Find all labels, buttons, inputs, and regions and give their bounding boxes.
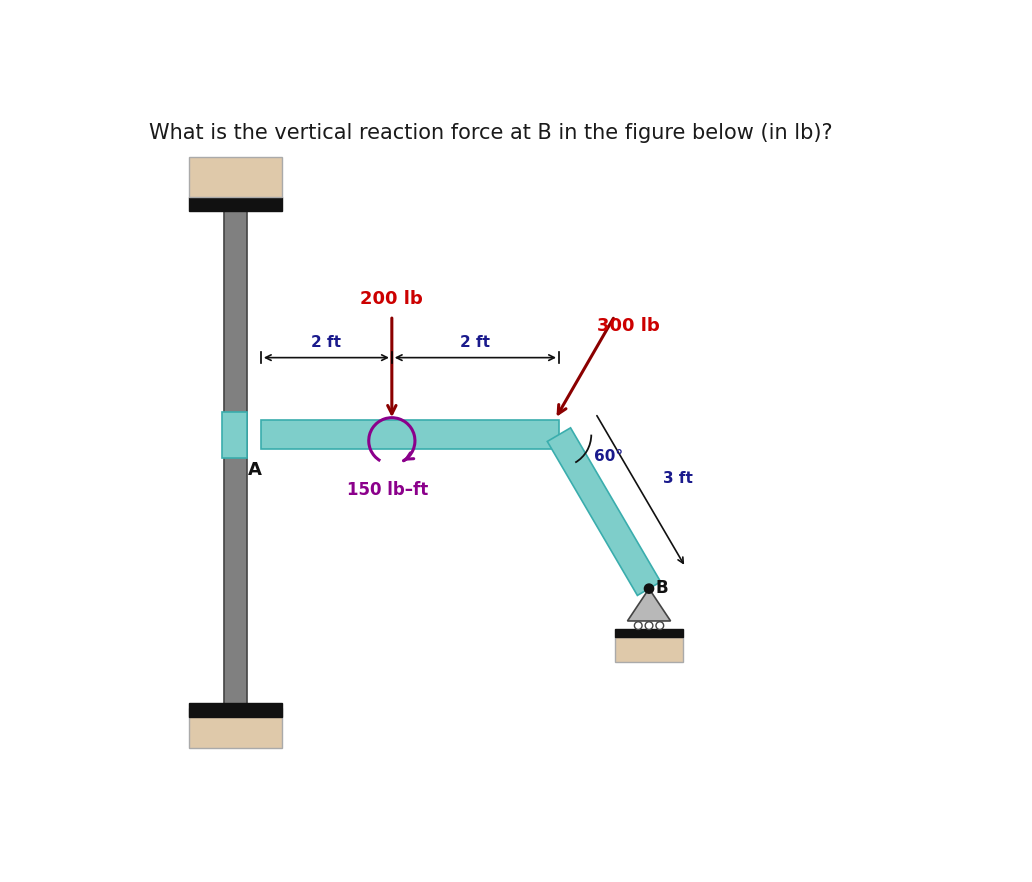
Bar (189, 708, 282, 748)
Polygon shape (627, 588, 671, 621)
Text: 300 lb: 300 lb (598, 317, 660, 334)
Text: A: A (248, 460, 262, 479)
Bar (261, 420, 559, 449)
Bar (189, 157, 282, 197)
Text: What is the vertical reaction force at B in the figure below (in lb)?: What is the vertical reaction force at B… (149, 123, 832, 143)
Text: 3 ft: 3 ft (664, 472, 694, 487)
Text: 2 ft: 2 ft (460, 335, 490, 350)
Bar (615, 637, 683, 662)
Circle shape (635, 622, 642, 630)
Bar (615, 630, 683, 637)
Text: 150 lb–ft: 150 lb–ft (348, 481, 428, 499)
Bar (189, 703, 282, 717)
Text: 60°: 60° (594, 449, 623, 464)
Text: 200 lb: 200 lb (360, 289, 423, 308)
Polygon shape (547, 428, 660, 595)
Circle shape (656, 622, 664, 630)
Bar (189, 197, 282, 211)
Circle shape (645, 622, 653, 630)
Text: B: B (656, 579, 669, 597)
Circle shape (644, 584, 653, 594)
Text: 2 ft: 2 ft (312, 335, 342, 350)
Bar (224, 207, 247, 708)
Bar (223, 412, 247, 458)
